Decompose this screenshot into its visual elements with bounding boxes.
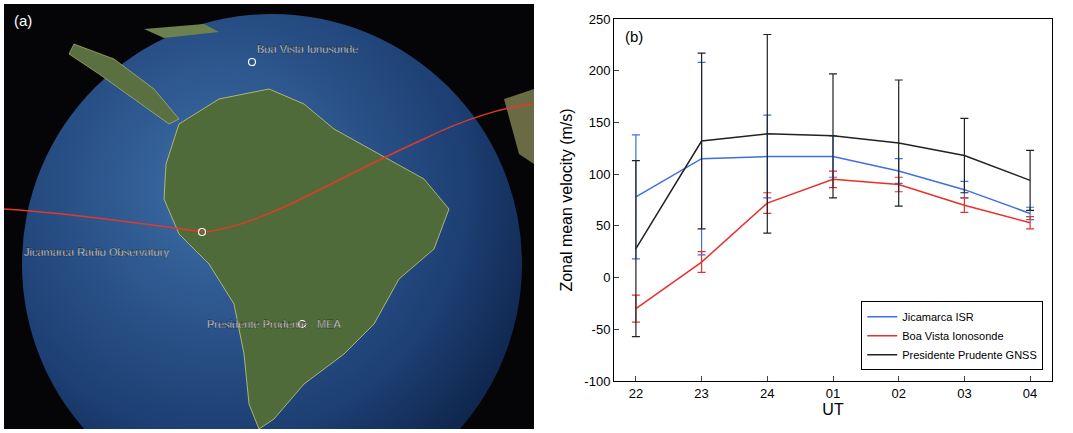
svg-text:-100: -100 (584, 374, 610, 389)
svg-text:24: 24 (760, 386, 774, 401)
svg-text:Zonal mean velocity (m/s): Zonal mean velocity (m/s) (558, 108, 575, 291)
svg-text:100: 100 (589, 167, 611, 182)
svg-text:Presidente Prudente GNSS: Presidente Prudente GNSS (902, 349, 1037, 361)
svg-text:23: 23 (694, 386, 708, 401)
svg-text:250: 250 (589, 12, 611, 27)
svg-text:03: 03 (957, 386, 971, 401)
svg-text:(a): (a) (14, 12, 32, 29)
svg-text:150: 150 (589, 115, 611, 130)
svg-text:Boa Vista Ionosonde: Boa Vista Ionosonde (257, 43, 358, 55)
svg-text:-50: -50 (592, 322, 611, 337)
svg-text:22: 22 (629, 386, 643, 401)
svg-text:200: 200 (589, 63, 611, 78)
svg-text:01: 01 (826, 386, 840, 401)
svg-text:04: 04 (1023, 386, 1037, 401)
svg-text:Jicamarca ISR: Jicamarca ISR (902, 311, 974, 323)
svg-text:UT: UT (822, 401, 844, 418)
svg-text:0: 0 (603, 270, 610, 285)
svg-text:02: 02 (891, 386, 905, 401)
svg-text:Jicamarca Radio Observatory: Jicamarca Radio Observatory (24, 246, 169, 258)
svg-text:Presidente Prudente - MEA: Presidente Prudente - MEA (207, 318, 342, 330)
svg-text:(b): (b) (625, 28, 643, 45)
svg-text:50: 50 (596, 218, 610, 233)
svg-text:Boa Vista Ionosonde: Boa Vista Ionosonde (902, 330, 1003, 342)
